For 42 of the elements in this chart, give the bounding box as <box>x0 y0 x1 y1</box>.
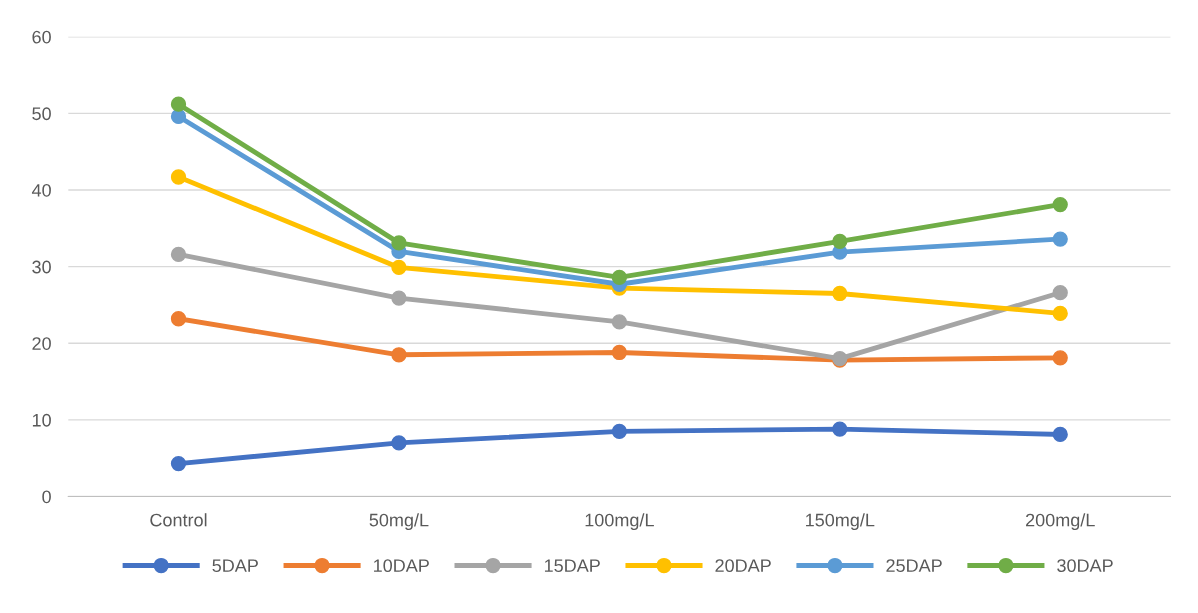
legend-label: 5DAP <box>212 559 258 573</box>
legend-label: 15DAP <box>544 559 600 573</box>
y-tick-label: 20 <box>32 337 51 350</box>
point <box>1052 305 1068 322</box>
y-tick-label: 0 <box>42 490 51 504</box>
point <box>1052 285 1068 301</box>
y-tick-label: 50 <box>32 107 51 121</box>
legend-label: 30DAP <box>1057 559 1113 573</box>
point <box>1052 350 1068 366</box>
legend-label: 10DAP <box>374 559 429 573</box>
y-tick-label: 10 <box>32 413 51 427</box>
point <box>611 344 628 361</box>
x-tick-label: Control <box>150 513 207 527</box>
point <box>1052 231 1068 247</box>
point <box>170 455 187 472</box>
point <box>170 246 187 263</box>
point <box>391 347 407 363</box>
point <box>170 108 187 125</box>
point <box>391 235 407 251</box>
point <box>832 233 848 250</box>
x-tick-label: 50mg/L <box>369 513 429 531</box>
point <box>170 96 187 112</box>
point <box>170 311 187 327</box>
x-tick-label: 150mg/L <box>806 513 875 531</box>
legend-label: 25DAP <box>886 559 942 573</box>
legend-label: 20DAP <box>715 559 771 573</box>
y-tick-label: 40 <box>31 183 51 197</box>
point <box>611 423 628 440</box>
point <box>391 435 407 451</box>
point <box>1052 426 1068 443</box>
point <box>1052 196 1068 213</box>
point <box>832 285 848 302</box>
y-tick-label: 30 <box>32 260 51 274</box>
point <box>832 421 848 437</box>
point <box>391 290 407 306</box>
point <box>611 314 628 330</box>
y-tick-label: 60 <box>32 30 51 44</box>
point <box>611 269 628 286</box>
x-tick-label: 200mg/L <box>1026 513 1095 531</box>
x-tick-label: 100mg/L <box>585 513 654 531</box>
point <box>391 259 407 276</box>
point <box>170 169 187 185</box>
